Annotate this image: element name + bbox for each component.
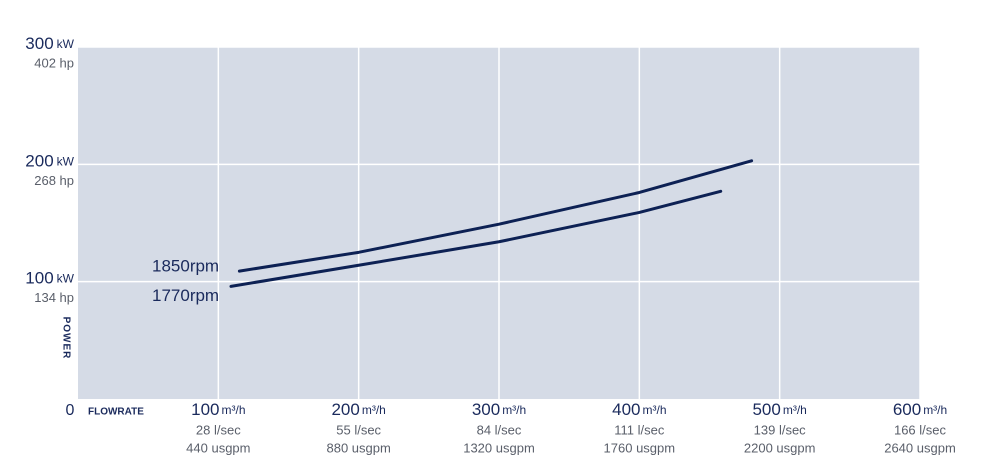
x-tick-unit: m³/h — [362, 403, 386, 417]
x-tick-usgpm: 1320 usgpm — [463, 440, 535, 455]
x-tick-usgpm: 440 usgpm — [186, 440, 250, 455]
x-tick-label: 400 m³/h — [612, 400, 666, 419]
x-axis-label: FLOWRATE — [88, 407, 144, 418]
x-tick-unit: m³/h — [643, 403, 667, 417]
y-tick-unit: kW — [57, 155, 75, 169]
x-tick-usgpm: 880 usgpm — [327, 440, 391, 455]
x-tick-label: 200 m³/h — [331, 400, 385, 419]
x-tick-label: 300 m³/h — [472, 400, 526, 419]
x-tick-value: 500 — [752, 400, 780, 419]
y-tick-label: 200 kW — [25, 152, 74, 171]
x-tick-usgpm: 2200 usgpm — [744, 440, 816, 455]
x-tick-value: 400 — [612, 400, 640, 419]
x-tick-unit: m³/h — [783, 403, 807, 417]
y-tick-value: 200 — [25, 152, 53, 171]
x-tick-lsec: 55 l/sec — [336, 422, 381, 437]
x-tick-value: 600 — [893, 400, 921, 419]
x-tick-value: 300 — [472, 400, 500, 419]
series-label: 1770rpm — [152, 286, 219, 305]
x-tick-lsec: 166 l/sec — [894, 422, 947, 437]
x-tick-label: 600 m³/h — [893, 400, 947, 419]
y-tick-unit: kW — [57, 37, 75, 51]
x-tick-lsec: 28 l/sec — [196, 422, 241, 437]
x-tick-unit: m³/h — [923, 403, 947, 417]
y-tick-value: 100 — [25, 269, 53, 288]
x-tick-unit: m³/h — [222, 403, 246, 417]
x-tick-lsec: 139 l/sec — [754, 422, 807, 437]
y-tick-hp: 402 hp — [34, 55, 74, 70]
y-tick-unit: kW — [57, 272, 75, 286]
x-tick-label: 100 m³/h — [191, 400, 245, 419]
x-tick-usgpm: 2640 usgpm — [884, 440, 956, 455]
x-tick-label: 500 m³/h — [752, 400, 806, 419]
y-tick-hp: 134 hp — [34, 290, 74, 305]
y-tick-label: 300 kW — [25, 34, 74, 53]
series-label: 1850rpm — [152, 257, 219, 276]
y-tick-label: 100 kW — [25, 269, 74, 288]
x-tick-usgpm: 1760 usgpm — [604, 440, 676, 455]
y-axis-label: POWER — [60, 317, 71, 360]
x-tick-value: 100 — [191, 400, 219, 419]
y-tick-hp: 268 hp — [34, 173, 74, 188]
series-line — [229, 189, 723, 288]
x-tick-unit: m³/h — [502, 403, 526, 417]
series-line — [237, 159, 754, 273]
x-tick-lsec: 84 l/sec — [477, 422, 522, 437]
y-tick-label: 0 — [66, 402, 75, 419]
x-tick-value: 200 — [331, 400, 359, 419]
y-tick-value: 300 — [25, 34, 53, 53]
x-tick-lsec: 111 l/sec — [614, 422, 665, 437]
